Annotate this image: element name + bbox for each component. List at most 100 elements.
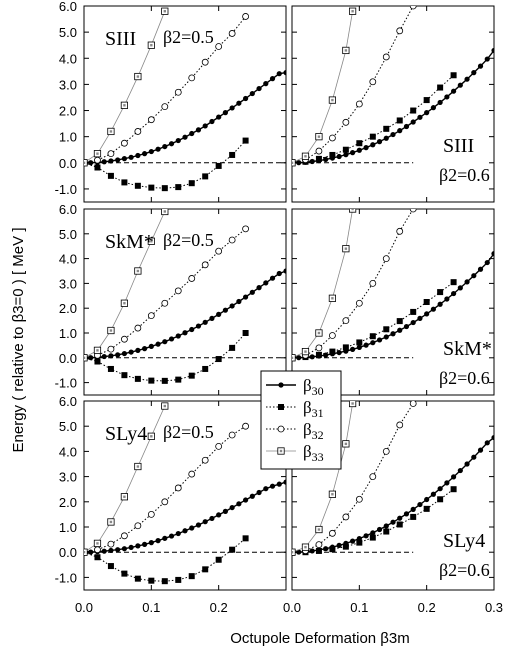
- point-b30: [256, 489, 262, 496]
- point-b33-dot: [109, 329, 113, 332]
- point-b33: [292, 548, 296, 556]
- point-b31: [242, 330, 249, 336]
- point-b32: [382, 255, 390, 263]
- point-b30: [135, 543, 141, 549]
- panel-sly4-b06: SLy4 β2=0.6 0.0 0.1 0.2 0.3: [283, 400, 503, 615]
- beta2-label: β2=0.6: [439, 165, 490, 185]
- point-b30: [236, 298, 242, 305]
- point-b31: [437, 496, 444, 503]
- point-b32: [315, 147, 323, 155]
- point-b31: [450, 486, 457, 493]
- point-b30: [397, 327, 403, 333]
- point-b30: [390, 131, 396, 138]
- point-b30: [276, 481, 282, 487]
- y-tick-label: 0.0: [59, 156, 77, 171]
- point-b30: [430, 306, 436, 312]
- point-b33-dot: [150, 44, 153, 47]
- y-tick-label: 1.0: [59, 326, 77, 341]
- point-b33-dot: [123, 302, 126, 305]
- point-b31: [342, 543, 349, 550]
- point-b33-dot: [331, 98, 334, 102]
- point-b30: [451, 88, 457, 94]
- point-b33-dot: [96, 542, 99, 545]
- point-b30: [457, 82, 463, 88]
- point-b32: [228, 431, 236, 439]
- y-tick-label: 5.0: [59, 227, 77, 242]
- point-b30: [430, 491, 436, 497]
- point-b30: [383, 523, 389, 529]
- point-b31: [215, 556, 222, 563]
- point-b30: [484, 56, 490, 62]
- point-b30: [444, 296, 450, 302]
- point-b30: [263, 486, 269, 492]
- point-b32: [396, 227, 404, 235]
- point-b33-dot: [331, 297, 334, 300]
- point-b30: [155, 341, 161, 347]
- point-b30: [189, 326, 195, 333]
- point-b33-dot: [351, 209, 354, 211]
- point-b30: [88, 355, 94, 361]
- y-tick-label: 3.0: [59, 77, 77, 92]
- point-b31: [356, 140, 363, 147]
- legend-marker-b32: [277, 425, 285, 433]
- point-b32: [369, 279, 377, 287]
- point-b31: [161, 377, 168, 384]
- point-b32: [396, 27, 404, 35]
- point-b31: [396, 318, 403, 325]
- x-tick-label: 0.2: [210, 600, 228, 615]
- point-b32: [355, 299, 363, 307]
- point-b30: [115, 157, 121, 163]
- point-b30: [216, 114, 222, 120]
- point-b30: [356, 344, 362, 350]
- panel-frame: [291, 5, 495, 203]
- point-b32: [328, 529, 336, 537]
- point-b30: [229, 504, 235, 511]
- point-b32: [161, 498, 169, 506]
- series-line-b32: [292, 403, 414, 553]
- point-b32: [174, 88, 182, 96]
- point-b33-dot: [304, 155, 307, 158]
- point-b30: [128, 154, 134, 160]
- point-b30: [115, 352, 121, 358]
- point-b30: [370, 340, 376, 346]
- point-b33-dot: [317, 331, 321, 335]
- panel-frame: [83, 208, 287, 396]
- panel-siii-b06: SIII β2=0.6: [291, 5, 495, 203]
- point-b32: [201, 261, 209, 269]
- y-tick-label: -1.0: [55, 570, 77, 585]
- point-b30: [88, 160, 94, 166]
- panel-frame: [83, 400, 287, 591]
- point-b30: [424, 311, 430, 317]
- point-b30: [115, 547, 121, 553]
- point-b33-dot: [96, 349, 99, 352]
- point-b30: [437, 486, 443, 492]
- point-b32: [215, 442, 223, 450]
- point-b32: [107, 345, 115, 353]
- point-b32: [215, 43, 223, 50]
- point-b30: [175, 530, 181, 537]
- point-b32: [201, 58, 209, 66]
- point-b31: [121, 179, 128, 186]
- point-b32: [94, 546, 101, 554]
- series-group: [84, 209, 286, 384]
- point-b32: [242, 422, 250, 430]
- point-b30: [142, 541, 148, 547]
- point-b30: [403, 123, 410, 130]
- legend-marker-b30: [278, 382, 284, 388]
- point-b31: [134, 375, 141, 382]
- point-b30: [216, 512, 222, 518]
- point-b30: [162, 535, 168, 541]
- point-b30: [383, 334, 389, 340]
- point-b32: [369, 473, 377, 481]
- point-b30: [283, 479, 286, 485]
- point-b30: [491, 251, 494, 257]
- point-b30: [222, 307, 228, 313]
- point-b32: [328, 134, 336, 142]
- point-b33-dot: [292, 356, 294, 359]
- point-b32: [134, 522, 142, 530]
- point-b31: [410, 107, 417, 114]
- point-b30: [249, 493, 255, 499]
- point-b31: [229, 546, 236, 553]
